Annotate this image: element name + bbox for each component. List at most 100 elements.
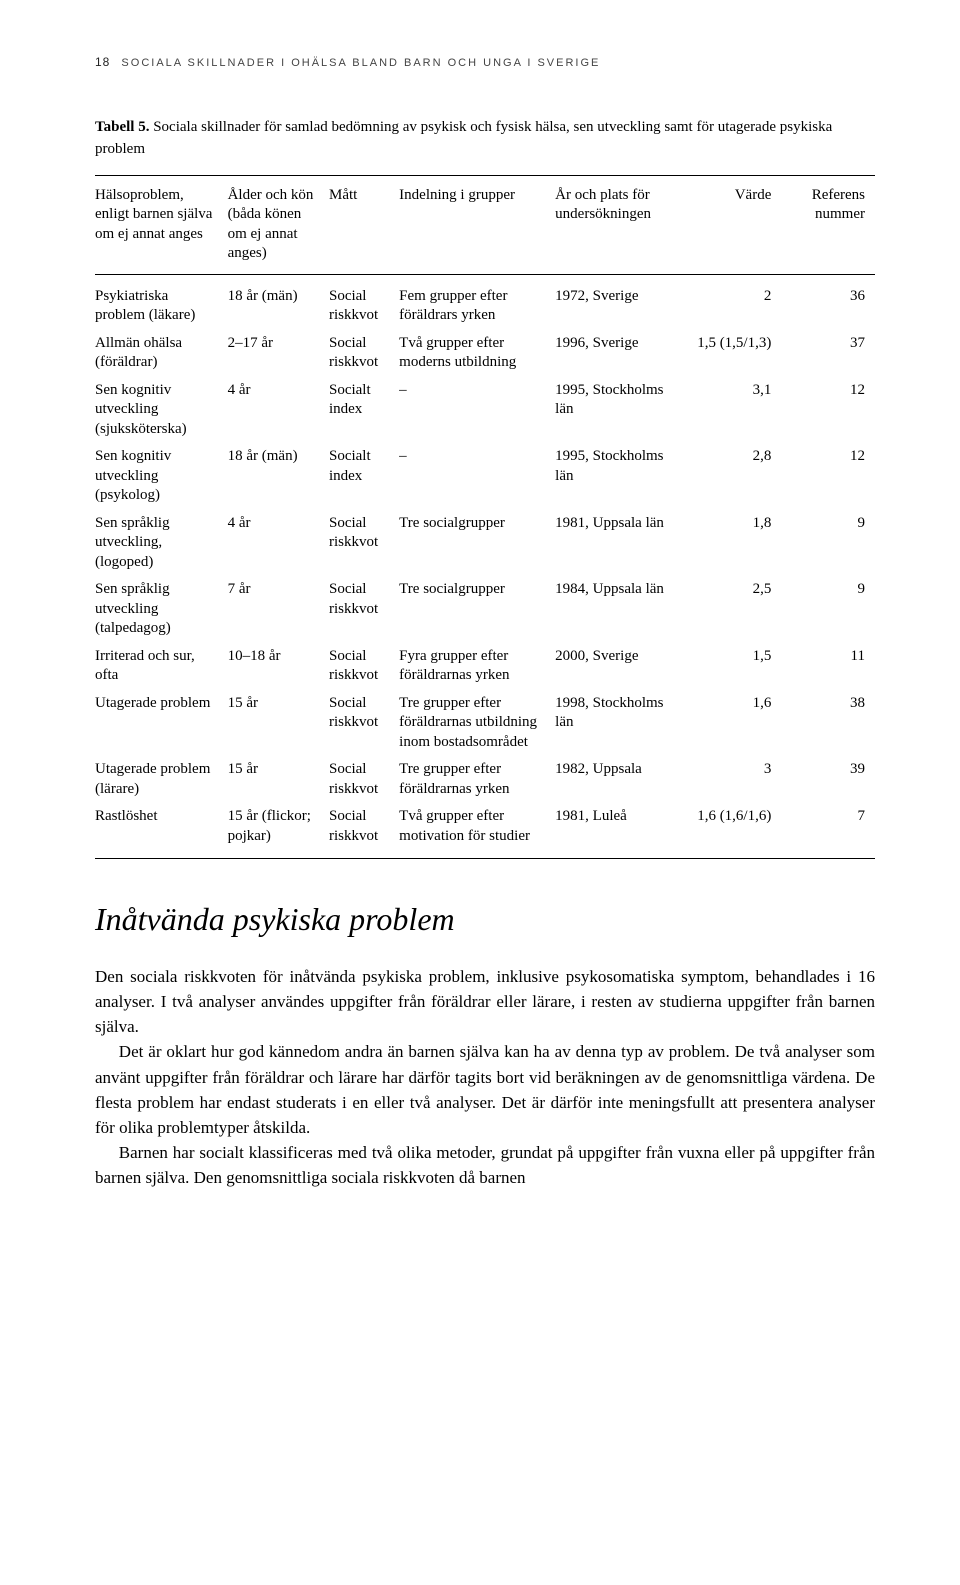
col-header: Värde (688, 175, 782, 274)
cell: 3 (688, 756, 782, 803)
cell: Tre grupper efter föräldrarnas yrken (399, 756, 555, 803)
table-row: Sen språklig utveckling, (logoped) 4 år … (95, 510, 875, 577)
cell: 9 (781, 576, 875, 643)
page-number: 18 (95, 55, 110, 69)
body-text: Den sociala riskkvoten för inåtvända psy… (95, 964, 875, 1190)
cell: 1998, Stockholms län (555, 690, 688, 757)
cell: 2,8 (688, 443, 782, 510)
cell: Tre socialgrupper (399, 576, 555, 643)
cell: 1,8 (688, 510, 782, 577)
cell: 1,5 (1,5/1,3) (688, 330, 782, 377)
cell: 2,5 (688, 576, 782, 643)
cell: 15 år (228, 756, 329, 803)
cell: 11 (781, 643, 875, 690)
data-table: Hälsoproblem, enligt barnen själva om ej… (95, 175, 875, 860)
cell: Rastlöshet (95, 803, 228, 859)
running-header: 18 SOCIALA SKILLNADER I OHÄLSA BLAND BAR… (95, 55, 875, 69)
cell: 37 (781, 330, 875, 377)
cell: 3,1 (688, 377, 782, 444)
cell: 2000, Sverige (555, 643, 688, 690)
cell: 7 år (228, 576, 329, 643)
cell: 4 år (228, 510, 329, 577)
col-header: År och plats för undersökningen (555, 175, 688, 274)
document-page: 18 SOCIALA SKILLNADER I OHÄLSA BLAND BAR… (0, 0, 960, 1250)
cell: 1981, Luleå (555, 803, 688, 859)
cell: 4 år (228, 377, 329, 444)
cell: 18 år (män) (228, 274, 329, 330)
cell: Två grupper efter moderns utbildning (399, 330, 555, 377)
cell: 1995, Stockholms län (555, 443, 688, 510)
table-row: Sen språklig utveckling (talpedagog) 7 å… (95, 576, 875, 643)
cell: Social riskkvot (329, 510, 399, 577)
table-caption-text: Sociala skillnader för samlad bedömning … (95, 119, 832, 157)
cell: Social riskkvot (329, 274, 399, 330)
cell: Social riskkvot (329, 643, 399, 690)
col-header: Mått (329, 175, 399, 274)
cell: – (399, 377, 555, 444)
table-row: Utagerade problem 15 år Social riskkvot … (95, 690, 875, 757)
table-caption: Tabell 5. Sociala skillnader för samlad … (95, 117, 875, 161)
table-row: Sen kognitiv utveckling (sjuksköterska) … (95, 377, 875, 444)
table-row: Rastlöshet 15 år (flickor; pojkar) Socia… (95, 803, 875, 859)
cell: 7 (781, 803, 875, 859)
paragraph: Den sociala riskkvoten för inåtvända psy… (95, 964, 875, 1039)
col-header: Ålder och kön (båda könen om ej annat an… (228, 175, 329, 274)
cell: – (399, 443, 555, 510)
cell: Utagerade problem (95, 690, 228, 757)
cell: Tre grupper efter föräldrarnas utbildnin… (399, 690, 555, 757)
cell: Social riskkvot (329, 330, 399, 377)
cell: 1984, Uppsala län (555, 576, 688, 643)
cell: 2 (688, 274, 782, 330)
cell: Fem grupper efter föräldrars yrken (399, 274, 555, 330)
cell: Social riskkvot (329, 756, 399, 803)
table-row: Utagerade problem (lärare) 15 år Social … (95, 756, 875, 803)
cell: Sen kognitiv utveckling (sjuksköterska) (95, 377, 228, 444)
cell: 12 (781, 377, 875, 444)
cell: 1972, Sverige (555, 274, 688, 330)
cell: Sen språklig utveckling (talpedagog) (95, 576, 228, 643)
table-row: Sen kognitiv utveckling (psykolog) 18 år… (95, 443, 875, 510)
table-row: Psykiatriska problem (läkare) 18 år (män… (95, 274, 875, 330)
cell: Tre socialgrupper (399, 510, 555, 577)
cell: Utagerade problem (lärare) (95, 756, 228, 803)
section-heading: Inåtvända psykiska problem (95, 901, 875, 938)
cell: Allmän ohälsa (föräldrar) (95, 330, 228, 377)
cell: Social riskkvot (329, 803, 399, 859)
table-row: Irriterad och sur, ofta 10–18 år Social … (95, 643, 875, 690)
table-row: Allmän ohälsa (föräldrar) 2–17 år Social… (95, 330, 875, 377)
cell: 36 (781, 274, 875, 330)
cell: Sen språklig utveckling, (logoped) (95, 510, 228, 577)
cell: 15 år (228, 690, 329, 757)
cell: 1,6 (1,6/1,6) (688, 803, 782, 859)
cell: 9 (781, 510, 875, 577)
cell: 38 (781, 690, 875, 757)
table-header-row: Hälsoproblem, enligt barnen själva om ej… (95, 175, 875, 274)
cell: Fyra grupper efter föräldrarnas yrken (399, 643, 555, 690)
cell: 10–18 år (228, 643, 329, 690)
cell: 18 år (män) (228, 443, 329, 510)
cell: 2–17 år (228, 330, 329, 377)
cell: Irriterad och sur, ofta (95, 643, 228, 690)
cell: 1981, Uppsala län (555, 510, 688, 577)
cell: Social riskkvot (329, 690, 399, 757)
col-header: Referens nummer (781, 175, 875, 274)
cell: Sen kognitiv utveckling (psykolog) (95, 443, 228, 510)
table-caption-label: Tabell 5. (95, 119, 149, 135)
cell: 12 (781, 443, 875, 510)
cell: 1995, Stockholms län (555, 377, 688, 444)
cell: 1996, Sverige (555, 330, 688, 377)
cell: 1982, Uppsala (555, 756, 688, 803)
running-title: SOCIALA SKILLNADER I OHÄLSA BLAND BARN O… (121, 57, 600, 69)
cell: Psykiatriska problem (läkare) (95, 274, 228, 330)
cell: Social riskkvot (329, 576, 399, 643)
paragraph: Det är oklart hur god kännedom andra än … (95, 1039, 875, 1140)
col-header: Indelning i grupper (399, 175, 555, 274)
col-header: Hälsoproblem, enligt barnen själva om ej… (95, 175, 228, 274)
cell: Socialt index (329, 377, 399, 444)
paragraph: Barnen har socialt klassificeras med två… (95, 1140, 875, 1190)
cell: 1,5 (688, 643, 782, 690)
table-body: Psykiatriska problem (läkare) 18 år (män… (95, 274, 875, 859)
cell: 1,6 (688, 690, 782, 757)
cell: Två grupper efter motivation för studier (399, 803, 555, 859)
cell: Socialt index (329, 443, 399, 510)
